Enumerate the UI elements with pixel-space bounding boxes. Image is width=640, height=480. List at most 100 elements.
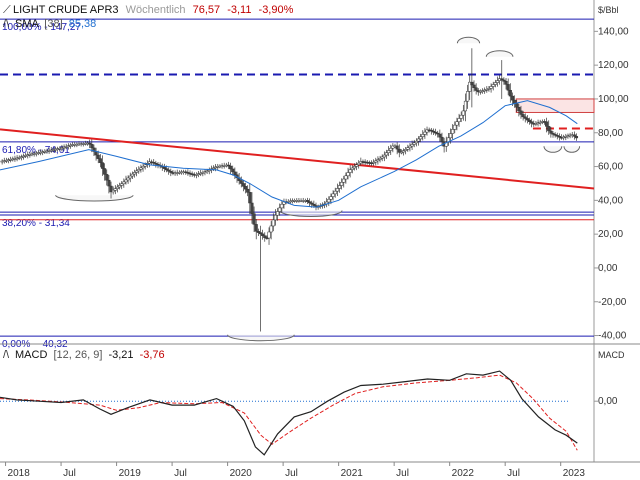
candle-body bbox=[485, 89, 489, 91]
x-tick-label: Jul bbox=[174, 468, 187, 479]
symbol-label: LIGHT CRUDE APR3 bbox=[13, 4, 119, 16]
x-tick-label: Jul bbox=[63, 468, 76, 479]
candle-body bbox=[350, 167, 354, 170]
candle-body bbox=[374, 160, 378, 163]
candle-body bbox=[404, 149, 408, 151]
macd-signal-line bbox=[0, 374, 578, 451]
x-tick-label: 2021 bbox=[341, 468, 364, 479]
price-header: ⟋ LIGHT CRUDE APR3 Wöchentlich 76,57 -3,… bbox=[3, 4, 619, 30]
candle-body bbox=[331, 193, 335, 197]
candle-body bbox=[419, 136, 423, 140]
price-change-pct: -3,90% bbox=[259, 4, 294, 16]
candle-body bbox=[137, 169, 141, 172]
candle-body bbox=[96, 154, 100, 159]
candle-body bbox=[143, 164, 147, 167]
candle-body bbox=[547, 126, 551, 132]
x-tick-label: 2019 bbox=[119, 468, 142, 479]
price-y-tick-label: -20,00 bbox=[598, 297, 627, 308]
candle-body bbox=[340, 182, 344, 186]
svg-text:MACD [12, 26, 9] -: MACD [12, 26, 9] -3,21 -3,76 bbox=[15, 349, 165, 361]
candle-body bbox=[408, 145, 412, 148]
candle-body bbox=[120, 183, 124, 186]
candle-body bbox=[113, 188, 117, 191]
x-tick-label: 2020 bbox=[230, 468, 253, 479]
candle-body bbox=[162, 167, 166, 169]
candle-body bbox=[107, 179, 111, 187]
x-tick-label: Jul bbox=[507, 468, 520, 479]
annotations bbox=[55, 36, 581, 342]
candle-body bbox=[557, 136, 561, 138]
candle-body bbox=[280, 203, 284, 209]
candle-body bbox=[510, 95, 514, 101]
svg-text:SMA [38] 85,38: SMA [38] 85,38 bbox=[15, 18, 96, 30]
candle-body bbox=[100, 162, 105, 169]
candle-body bbox=[352, 166, 356, 169]
candle-body bbox=[135, 170, 139, 173]
candle-body bbox=[380, 156, 384, 159]
unit-label: $/Bbl bbox=[598, 5, 619, 15]
candle-body bbox=[421, 134, 425, 137]
candle-body bbox=[438, 133, 442, 138]
candle-body bbox=[269, 225, 273, 233]
candle-body bbox=[378, 157, 382, 160]
candle-body bbox=[436, 132, 440, 135]
pattern-arc bbox=[55, 195, 134, 202]
candle-body bbox=[241, 183, 245, 187]
candle-body bbox=[239, 180, 243, 184]
trend-icon: ⟋ bbox=[3, 4, 11, 16]
candle-body bbox=[261, 233, 265, 236]
x-tick-label: Jul bbox=[396, 468, 409, 479]
candle-body bbox=[527, 119, 532, 122]
price-y-tick-label: 140,00 bbox=[598, 26, 629, 37]
candle-body bbox=[118, 185, 122, 188]
sma-line bbox=[0, 100, 578, 208]
candle-body bbox=[346, 172, 350, 177]
candle-body bbox=[553, 134, 557, 136]
candle-body bbox=[124, 179, 128, 183]
candle-body bbox=[344, 175, 348, 180]
trendline bbox=[0, 128, 595, 190]
price-y-tick-label: 80,00 bbox=[598, 128, 623, 139]
x-tick-label: Jul bbox=[285, 468, 298, 479]
candle-body bbox=[276, 211, 280, 216]
candle-body bbox=[310, 202, 314, 205]
candle-body bbox=[530, 121, 534, 124]
candle-body bbox=[502, 79, 506, 82]
candle-body bbox=[448, 133, 453, 139]
sma-period: [38] bbox=[44, 18, 62, 30]
candle-body bbox=[384, 152, 389, 156]
candle-body bbox=[308, 201, 312, 204]
candle-body bbox=[90, 144, 94, 149]
candle-body bbox=[491, 84, 495, 87]
candle-body bbox=[389, 147, 393, 151]
candle-body bbox=[252, 213, 256, 225]
candle-body bbox=[132, 172, 137, 175]
candle-body bbox=[258, 232, 263, 235]
candle-body bbox=[395, 145, 399, 150]
macd-label: MACD bbox=[15, 349, 47, 361]
candle-body bbox=[372, 161, 376, 164]
candle-body bbox=[250, 202, 254, 214]
candle-body bbox=[453, 124, 457, 130]
candle-body bbox=[406, 147, 410, 150]
candle-body bbox=[248, 192, 252, 204]
svg-text:LIGHT CRUDE APR3 Wöchent: LIGHT CRUDE APR3 Wöchentlich 76,57 -3,11… bbox=[13, 4, 294, 16]
candle-body bbox=[327, 199, 331, 203]
pattern-arc bbox=[543, 146, 563, 153]
candle-body bbox=[444, 141, 448, 147]
candle-body bbox=[335, 188, 339, 192]
candle-body bbox=[429, 129, 433, 132]
pattern-arc bbox=[456, 36, 481, 44]
pattern-arc bbox=[485, 50, 514, 57]
macd-y-tick-label: 0,00 bbox=[598, 396, 618, 407]
interval-label: Wöchentlich bbox=[126, 4, 186, 16]
candle-body bbox=[333, 190, 337, 195]
x-axis: 2018 Jul 2019 Jul 2020 Jul 2021 Jul 2022 Jul 2023 bbox=[5, 462, 585, 479]
candle-body bbox=[376, 159, 380, 162]
price-y-axis: 140,00 120,00 100,00 80,00 60,00 40,00 20,00 0,… bbox=[594, 26, 629, 342]
candle-body bbox=[115, 186, 119, 189]
candle-body bbox=[355, 164, 359, 167]
pattern-arc bbox=[227, 334, 295, 342]
fibonacci-levels: 100,00% - 147,27 61,80% - 74,61 38,20% - 3… bbox=[0, 18, 594, 350]
fib-level-label: 61,80% - 74,61 bbox=[2, 145, 70, 156]
